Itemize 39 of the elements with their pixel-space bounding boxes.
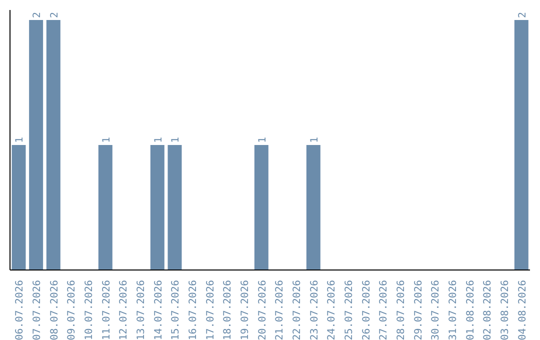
x-tick-label: 07.07.2026 [32,280,43,340]
data-label: 2 [517,12,528,18]
x-tick-label: 15.07.2026 [170,280,182,340]
x-tick-label: 31.07.2026 [448,280,459,340]
x-tick-label: 26.07.2026 [361,280,372,340]
x-tick-label: 02.08.2026 [482,280,494,340]
x-tick-label: 03.08.2026 [500,280,511,340]
x-tick-label: 14.07.2026 [153,280,164,340]
x-tick-label: 28.07.2026 [396,280,407,340]
x-tick-label: 22.07.2026 [292,280,303,340]
x-tick-label: 24.07.2026 [326,280,338,340]
x-tick-label: 09.07.2026 [66,280,78,340]
x-tick-label: 30.07.2026 [430,280,442,340]
x-tick-label: 25.07.2026 [344,280,355,340]
data-label: 2 [49,12,60,18]
data-label: 1 [153,136,164,143]
x-tick-label: 11.07.2026 [101,280,112,340]
x-tick-label: 29.07.2026 [413,280,424,340]
x-tick-label: 23.07.2026 [309,280,320,340]
x-tick-label: 08.07.2026 [49,280,60,340]
x-tick-label: 17.07.2026 [205,280,216,340]
x-tick-label: 04.08.2026 [517,280,528,340]
data-label: 1 [101,136,112,143]
x-tick-label: 19.07.2026 [240,280,251,340]
x-tick-label: 16.07.2026 [188,280,199,340]
data-label: 1 [257,136,268,143]
x-tick-label: 21.07.2026 [274,280,286,340]
x-tick-label: 18.07.2026 [222,280,234,340]
x-tick-label: 12.07.2026 [118,280,130,340]
x-tick-label: 10.07.2026 [84,280,95,340]
data-label: 2 [32,12,44,18]
x-tick-label: 06.07.2026 [14,280,26,340]
x-tick-label: 01.08.2026 [465,280,476,340]
data-label: 1 [170,136,182,143]
x-tick-label: 20.07.2026 [257,280,268,340]
data-label: 1 [14,136,26,143]
x-tick-label: 27.07.2026 [378,280,390,340]
data-label: 1 [309,136,320,143]
x-tick-label: 13.07.2026 [136,280,147,340]
